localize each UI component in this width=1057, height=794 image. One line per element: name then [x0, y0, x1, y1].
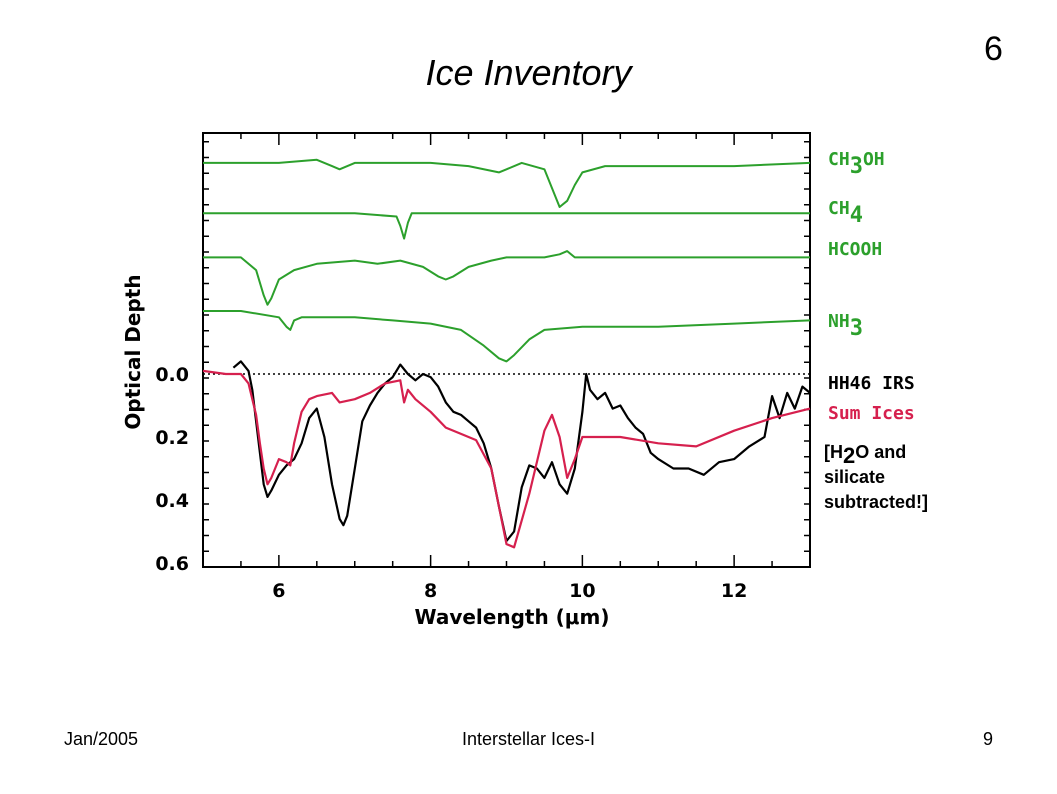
slide-title: Ice Inventory [425, 52, 632, 93]
x-axis-label: Wavelength (μm) [414, 605, 609, 629]
x-tick-label: 10 [569, 580, 595, 602]
note-line1: O and [855, 442, 907, 462]
ice-label: HCOOH [828, 239, 882, 260]
series-line [202, 369, 811, 549]
y-tick-label: 0.6 [155, 553, 189, 575]
note-open: [H [824, 442, 843, 462]
y-tick-label: 0.4 [155, 490, 189, 512]
note-line3: subtracted!] [824, 492, 929, 512]
series-line [232, 360, 811, 543]
y-tick-label: 0.2 [155, 427, 189, 449]
ice-spectrum-line [203, 250, 810, 306]
footer-date: Jan/2005 [64, 729, 139, 749]
plot-border [202, 132, 811, 568]
y-tick-label: 0.0 [155, 364, 189, 386]
ice-spectrum-line [203, 310, 811, 363]
x-tick-label: 6 [272, 580, 285, 602]
ice-spectrum-line [203, 212, 810, 240]
legend-entry: Sum Ices [828, 403, 915, 424]
subtraction-note: [H2O and silicate subtracted!] [824, 440, 928, 515]
footer-page-number: 9 [983, 729, 994, 749]
series-lines [202, 158, 811, 549]
series-labels: CH3OH CH4 HCOOH NH3 HH46 IRS Sum Ices [828, 149, 915, 424]
footer-title: Interstellar Ices-I [461, 729, 596, 749]
axis-ticks: 6 8 10 12 0.0 0.2 0.4 0.6 [155, 133, 811, 602]
corner-number: 6 [984, 30, 1003, 68]
y-axis-label: Optical Depth [121, 274, 145, 429]
plot-frame [202, 132, 811, 568]
x-tick-label: 12 [721, 580, 747, 602]
note-subscript: 2 [843, 443, 856, 468]
ice-label: CH3OH [828, 149, 885, 179]
x-tick-label: 8 [424, 580, 437, 602]
ice-label: NH3 [828, 311, 863, 341]
note-line2: silicate [824, 467, 886, 487]
legend-entry: HH46 IRS [828, 373, 915, 394]
ice-spectrum-line [203, 158, 811, 208]
ice-label: CH4 [828, 198, 863, 228]
